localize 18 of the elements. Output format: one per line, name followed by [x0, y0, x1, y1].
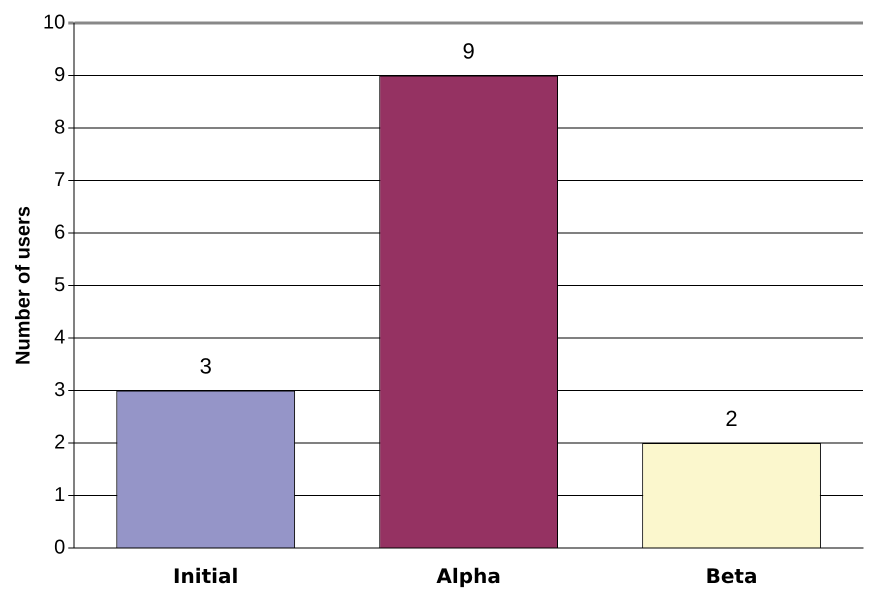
y-axis-title: Number of users — [12, 206, 35, 365]
y-tick-label: 0 — [54, 536, 66, 559]
y-tick-label: 2 — [54, 432, 66, 454]
data-label: 3 — [200, 354, 212, 379]
y-tick-label: 9 — [54, 64, 66, 86]
y-tick-label: 5 — [54, 274, 66, 296]
data-label: 9 — [462, 38, 475, 64]
x-tick-label: Beta — [706, 564, 758, 588]
y-tick-label: 1 — [54, 484, 66, 506]
y-tick-label: 8 — [54, 116, 66, 139]
x-tick-label: Alpha — [436, 564, 501, 588]
y-tick-label: 3 — [54, 379, 66, 402]
y-tick-label: 6 — [54, 222, 66, 244]
y-tick-label: 7 — [54, 169, 66, 192]
x-tick-label: Initial — [173, 564, 238, 588]
data-label: 2 — [725, 406, 738, 432]
y-tick-label: 10 — [42, 12, 66, 34]
y-tick-label: 4 — [54, 326, 66, 349]
